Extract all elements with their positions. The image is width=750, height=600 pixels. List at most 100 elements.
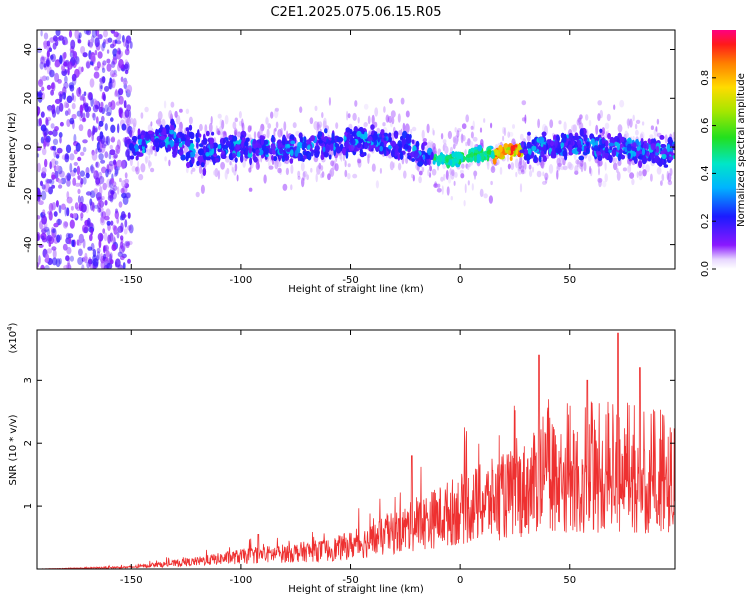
spectrogram-blob	[469, 156, 474, 163]
spectrogram-blob	[260, 137, 265, 146]
spectrogram-blob	[169, 129, 175, 135]
spectrogram-blob	[589, 133, 595, 140]
spectrogram-blob	[583, 161, 587, 172]
spectrogram-blob	[352, 112, 357, 121]
spectrogram-blob	[40, 190, 47, 201]
spectrogram-blob	[499, 166, 503, 175]
spectrogram-marks	[37, 30, 675, 269]
spectrogram-blob	[616, 167, 619, 174]
spectrogram-blob	[157, 111, 163, 121]
spectrogram-blob	[519, 183, 523, 193]
spectrogram-blob	[342, 153, 346, 162]
spectrogram-blob	[529, 169, 533, 178]
spectrogram-blob	[425, 155, 431, 160]
spectrogram-blob	[382, 122, 386, 127]
spectrogram-blob	[488, 195, 493, 204]
spectrogram-blob	[61, 203, 66, 210]
spectrogram-blob	[271, 155, 274, 161]
spectrogram-blob	[568, 144, 573, 152]
spectrogram-blob	[620, 154, 625, 160]
spectrogram-blob	[41, 167, 47, 174]
spectrogram-blob	[122, 262, 126, 269]
spectrogram-blob	[37, 106, 41, 116]
spectrogram-blob	[103, 30, 108, 38]
spectrogram-blob	[91, 55, 96, 63]
spectrogram-blob	[344, 169, 348, 178]
spectrogram-blob	[299, 135, 304, 144]
spectrogram-blob	[228, 134, 233, 141]
spectrogram-blob	[72, 50, 78, 59]
spectrogram-blob	[55, 105, 61, 115]
spectrogram-blob	[522, 159, 525, 169]
spectrogram-blob	[150, 121, 153, 127]
spectrogram-blob	[598, 166, 600, 176]
spectrogram-blob	[82, 139, 88, 144]
spectrogram-blob	[105, 38, 110, 45]
spectrogram-blob	[49, 178, 55, 185]
spectrogram-blob	[37, 142, 40, 147]
spectrogram-blob	[597, 113, 601, 122]
spectrogram-blob	[79, 112, 82, 122]
spectrogram-blob	[636, 150, 640, 157]
spectrogram-blob	[279, 147, 284, 155]
spectrogram-blob	[491, 151, 494, 159]
spectrogram-blob	[578, 155, 585, 161]
spectrogram-blob	[111, 177, 115, 184]
spectrogram-blob	[185, 127, 189, 132]
spectrogram-blob	[556, 157, 561, 166]
spectrogram-blob	[69, 213, 74, 218]
spectrogram-blob	[125, 39, 130, 50]
spectrogram-blob	[595, 124, 599, 135]
spectrogram-blob	[67, 233, 74, 239]
colorbar: 0.0 0.2 0.4 0.6 0.8 Normalized spectral ampl…	[700, 30, 747, 277]
spectrogram-blob	[37, 47, 42, 53]
spectrogram-blob	[57, 218, 61, 226]
spectrogram-blob	[95, 161, 98, 168]
spectrogram-blob	[68, 30, 73, 38]
y-tick-label: 2	[23, 440, 34, 446]
spectrogram-blob	[329, 143, 334, 151]
spectrogram-blob	[140, 163, 146, 173]
spectrogram-blob	[130, 117, 134, 125]
spectrogram-blob	[383, 137, 387, 141]
spectrogram-blob	[519, 149, 525, 154]
spectrogram-blob	[473, 154, 477, 163]
spectrogram-blob	[635, 119, 641, 124]
spectrogram-blob	[94, 37, 100, 48]
spectrogram-blob	[124, 178, 129, 184]
spectrogram-blob	[113, 153, 118, 159]
spectrogram-blob	[217, 170, 221, 180]
spectrogram-blob	[69, 117, 75, 125]
spectrogram-blob	[110, 117, 114, 122]
spectrogram-blob	[585, 114, 589, 121]
spectrogram-blob	[93, 188, 99, 194]
spectrogram-blob	[376, 127, 381, 134]
spectrogram-blob	[277, 167, 282, 174]
spectrogram-blob	[116, 231, 120, 239]
spectrogram-blob	[371, 114, 375, 125]
spectrogram-blob	[158, 118, 161, 128]
spectrogram-blob	[126, 84, 133, 94]
spectrogram-blob	[115, 208, 118, 214]
spectrogram-blob	[509, 156, 513, 161]
spectrogram-blob	[53, 222, 59, 228]
spectrogram-blob	[131, 147, 136, 154]
spectrogram-blob	[422, 138, 427, 143]
spectrogram-blob	[391, 116, 395, 125]
spectrogram-blob	[607, 154, 612, 161]
spectrogram-blob	[38, 117, 42, 127]
spectrogram-blob	[234, 129, 238, 136]
spectrogram-blob	[61, 92, 66, 100]
spectrogram-blob	[374, 107, 379, 117]
spectrogram-blob	[98, 120, 104, 127]
spectrogram-blob	[390, 140, 396, 147]
spectrogram-blob	[104, 151, 109, 159]
spectrogram-blob	[77, 156, 82, 162]
spectrogram-blob	[79, 95, 83, 101]
spectrogram-blob	[65, 255, 70, 262]
spectrogram-blob	[97, 34, 103, 40]
spectrogram-blob	[632, 114, 635, 122]
snr-y-ticks: 1 2 3	[23, 377, 675, 509]
x-tick-label: -100	[230, 575, 253, 586]
spectrogram-blob	[330, 160, 335, 167]
